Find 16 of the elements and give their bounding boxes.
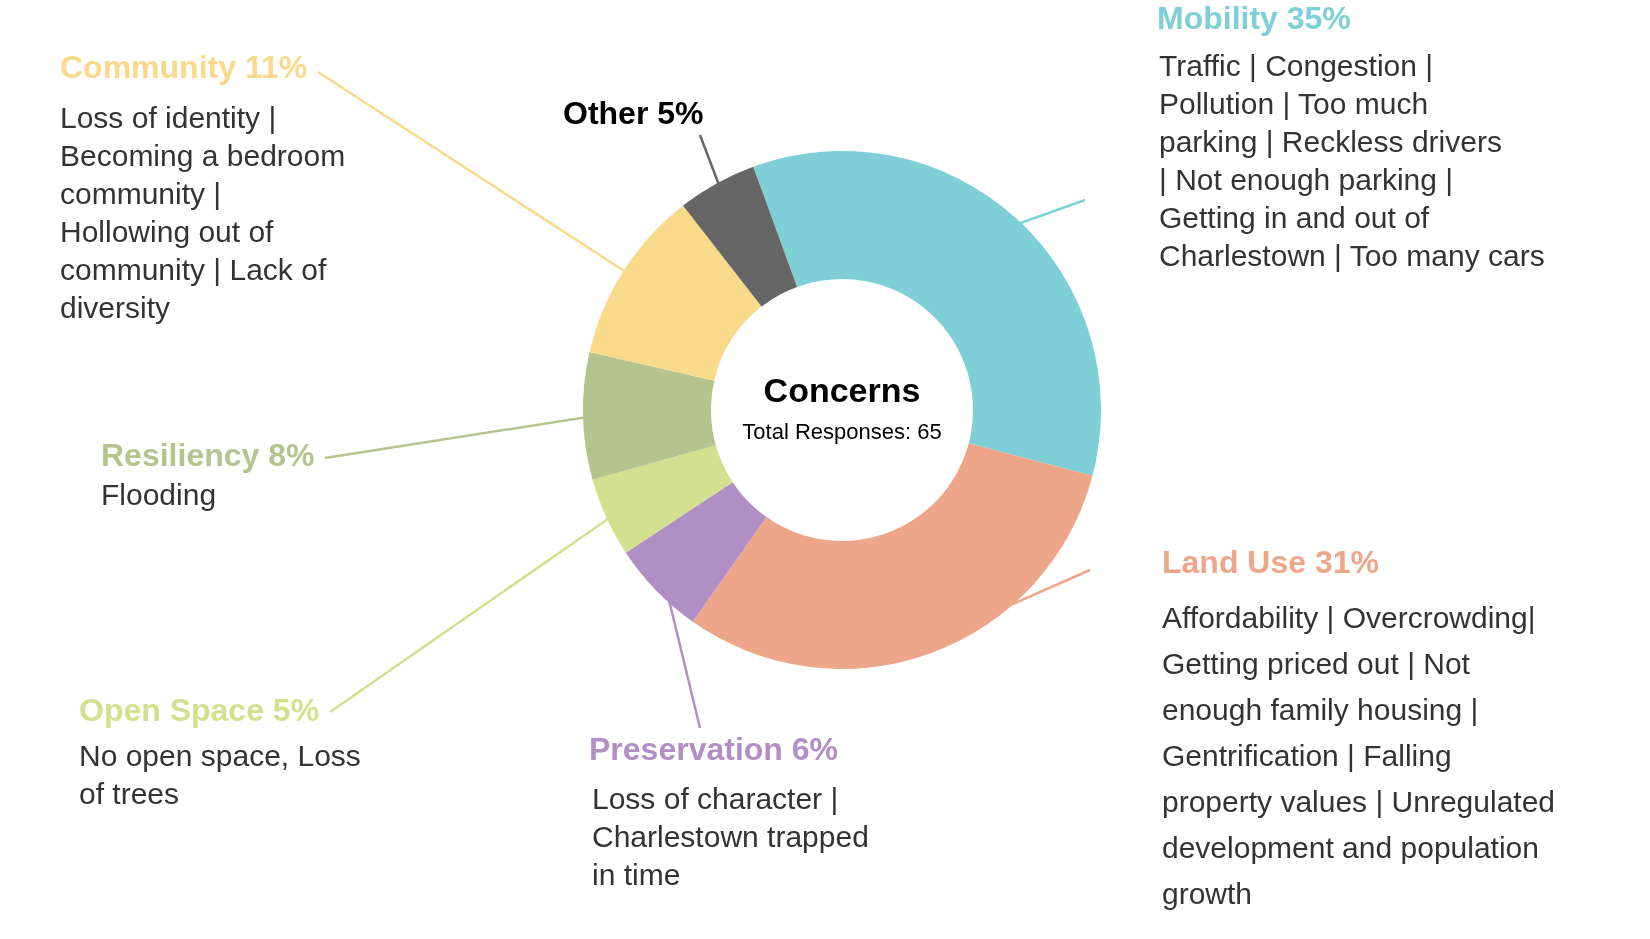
text: Loss of character | Charlestown trapped in time bbox=[592, 782, 869, 891]
text: Loss of identity | Becoming a bedroom community | Hollowing out of community | Lack of diversity bbox=[60, 101, 346, 324]
slice-label: Community 11% bbox=[60, 49, 308, 85]
text: Flooding bbox=[101, 478, 217, 511]
donut-slice bbox=[692, 443, 1093, 669]
text: Concerns bbox=[763, 371, 921, 409]
slice-label: Preservation 6% bbox=[589, 731, 839, 767]
slice-label: Mobility 35% bbox=[1157, 0, 1351, 36]
text: Total Responses: 65 bbox=[742, 419, 942, 444]
slice-label: Land Use 31% bbox=[1162, 544, 1379, 580]
text: Affordability | Overcrowding| Getting priced out | Not enough family housing | Gentrification | Falling property values | Unregulated development and population growth bbox=[1162, 601, 1556, 910]
slice-label: Open Space 5% bbox=[79, 692, 320, 728]
text: No open space, Loss of trees bbox=[79, 739, 361, 810]
slice-label: Other 5% bbox=[563, 95, 704, 131]
slice-label: Resiliency 8% bbox=[101, 437, 315, 473]
text: Traffic | Congestion | Pollution | Too much parking | Reckless drivers | Not enough parking | Getting in and out of Charlestown | Too many cars bbox=[1159, 49, 1545, 272]
